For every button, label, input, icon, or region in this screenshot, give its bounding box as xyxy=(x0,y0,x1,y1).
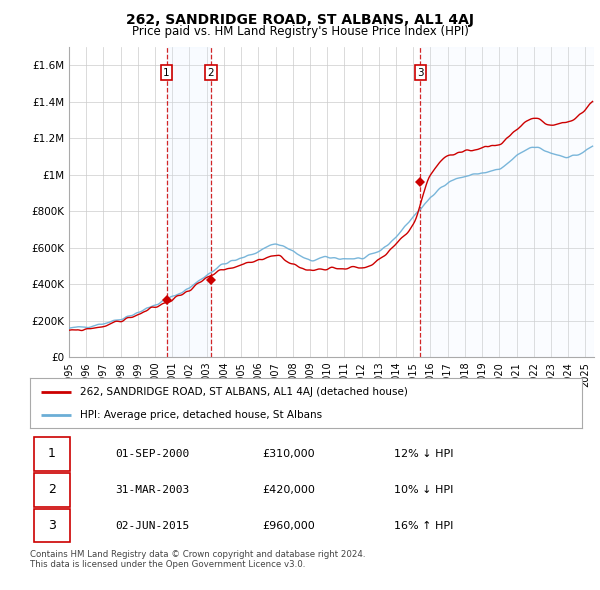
Text: 1: 1 xyxy=(163,68,170,78)
Text: 12% ↓ HPI: 12% ↓ HPI xyxy=(394,449,454,459)
FancyBboxPatch shape xyxy=(34,509,70,542)
Text: HPI: Average price, detached house, St Albans: HPI: Average price, detached house, St A… xyxy=(80,410,322,420)
Text: 01-SEP-2000: 01-SEP-2000 xyxy=(116,449,190,459)
Text: £420,000: £420,000 xyxy=(262,485,315,494)
Text: Contains HM Land Registry data © Crown copyright and database right 2024.
This d: Contains HM Land Registry data © Crown c… xyxy=(30,550,365,569)
Text: 1: 1 xyxy=(48,447,56,460)
Text: 2: 2 xyxy=(48,483,56,496)
Text: 02-JUN-2015: 02-JUN-2015 xyxy=(116,520,190,530)
Text: 262, SANDRIDGE ROAD, ST ALBANS, AL1 4AJ: 262, SANDRIDGE ROAD, ST ALBANS, AL1 4AJ xyxy=(126,13,474,27)
Text: Price paid vs. HM Land Registry's House Price Index (HPI): Price paid vs. HM Land Registry's House … xyxy=(131,25,469,38)
Text: 31-MAR-2003: 31-MAR-2003 xyxy=(116,485,190,494)
Text: 10% ↓ HPI: 10% ↓ HPI xyxy=(394,485,454,494)
Bar xyxy=(421,47,594,357)
Text: 3: 3 xyxy=(417,68,424,78)
Text: 16% ↑ HPI: 16% ↑ HPI xyxy=(394,520,454,530)
Text: 262, SANDRIDGE ROAD, ST ALBANS, AL1 4AJ (detached house): 262, SANDRIDGE ROAD, ST ALBANS, AL1 4AJ … xyxy=(80,386,407,396)
FancyBboxPatch shape xyxy=(34,473,70,506)
Text: £960,000: £960,000 xyxy=(262,520,314,530)
FancyBboxPatch shape xyxy=(34,437,70,471)
Text: 2: 2 xyxy=(208,68,214,78)
Text: 3: 3 xyxy=(48,519,56,532)
Text: £310,000: £310,000 xyxy=(262,449,314,459)
Bar xyxy=(167,47,211,357)
